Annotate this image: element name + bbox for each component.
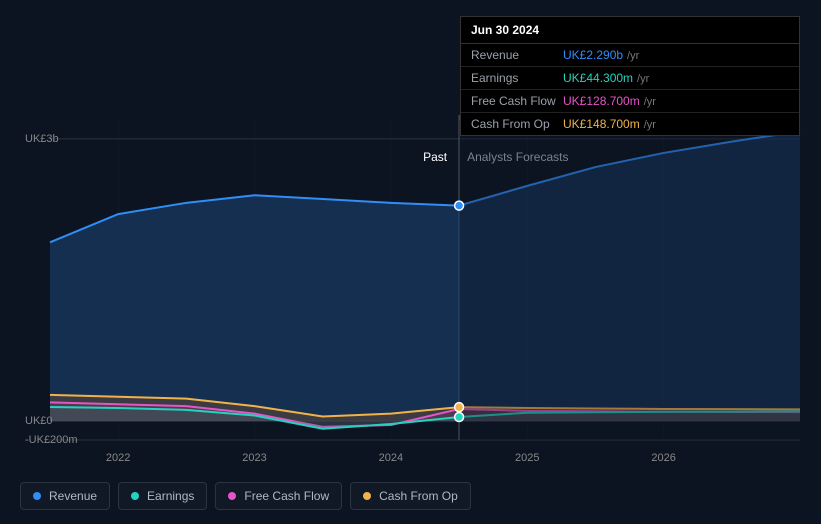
legend-item[interactable]: Free Cash Flow <box>215 482 342 510</box>
legend-dot-icon <box>228 492 236 500</box>
tooltip-label: Revenue <box>471 48 563 62</box>
legend-dot-icon <box>363 492 371 500</box>
financials-chart: Jun 30 2024 RevenueUK£2.290b/yrEarningsU… <box>0 0 821 524</box>
x-axis-label: 2022 <box>106 452 130 464</box>
legend-dot-icon <box>131 492 139 500</box>
legend-label: Earnings <box>147 489 194 503</box>
legend-dot-icon <box>33 492 41 500</box>
chart-legend: Revenue Earnings Free Cash Flow Cash From O… <box>20 482 471 510</box>
tooltip-value: UK£128.700m <box>563 94 640 108</box>
tooltip-row: RevenueUK£2.290b/yr <box>461 44 799 67</box>
y-axis-label: UK£3b <box>25 133 59 145</box>
y-axis-label: UK£0 <box>25 415 53 427</box>
section-label-past: Past <box>423 150 447 164</box>
tooltip-unit: /yr <box>644 119 656 131</box>
tooltip-label: Cash From Op <box>471 117 563 131</box>
tooltip-unit: /yr <box>644 96 656 108</box>
tooltip-row: Cash From OpUK£148.700m/yr <box>461 113 799 135</box>
legend-item[interactable]: Revenue <box>20 482 110 510</box>
legend-item[interactable]: Earnings <box>118 482 207 510</box>
tooltip-date: Jun 30 2024 <box>461 17 799 44</box>
tooltip-value: UK£2.290b <box>563 48 623 62</box>
tooltip-unit: /yr <box>637 73 649 85</box>
chart-tooltip: Jun 30 2024 RevenueUK£2.290b/yrEarningsU… <box>460 16 800 136</box>
tooltip-unit: /yr <box>627 50 639 62</box>
section-label-forecast: Analysts Forecasts <box>467 150 568 164</box>
tooltip-value: UK£148.700m <box>563 117 640 131</box>
x-axis-label: 2023 <box>242 452 266 464</box>
tooltip-row: EarningsUK£44.300m/yr <box>461 67 799 90</box>
legend-label: Free Cash Flow <box>244 489 329 503</box>
legend-item[interactable]: Cash From Op <box>350 482 471 510</box>
tooltip-label: Free Cash Flow <box>471 94 563 108</box>
x-axis-label: 2026 <box>651 452 675 464</box>
tooltip-value: UK£44.300m <box>563 71 633 85</box>
tooltip-label: Earnings <box>471 71 563 85</box>
legend-label: Revenue <box>49 489 97 503</box>
tooltip-row: Free Cash FlowUK£128.700m/yr <box>461 90 799 113</box>
legend-label: Cash From Op <box>379 489 458 503</box>
x-axis-label: 2024 <box>379 452 403 464</box>
y-axis-label: -UK£200m <box>25 434 78 446</box>
x-axis-label: 2025 <box>515 452 539 464</box>
